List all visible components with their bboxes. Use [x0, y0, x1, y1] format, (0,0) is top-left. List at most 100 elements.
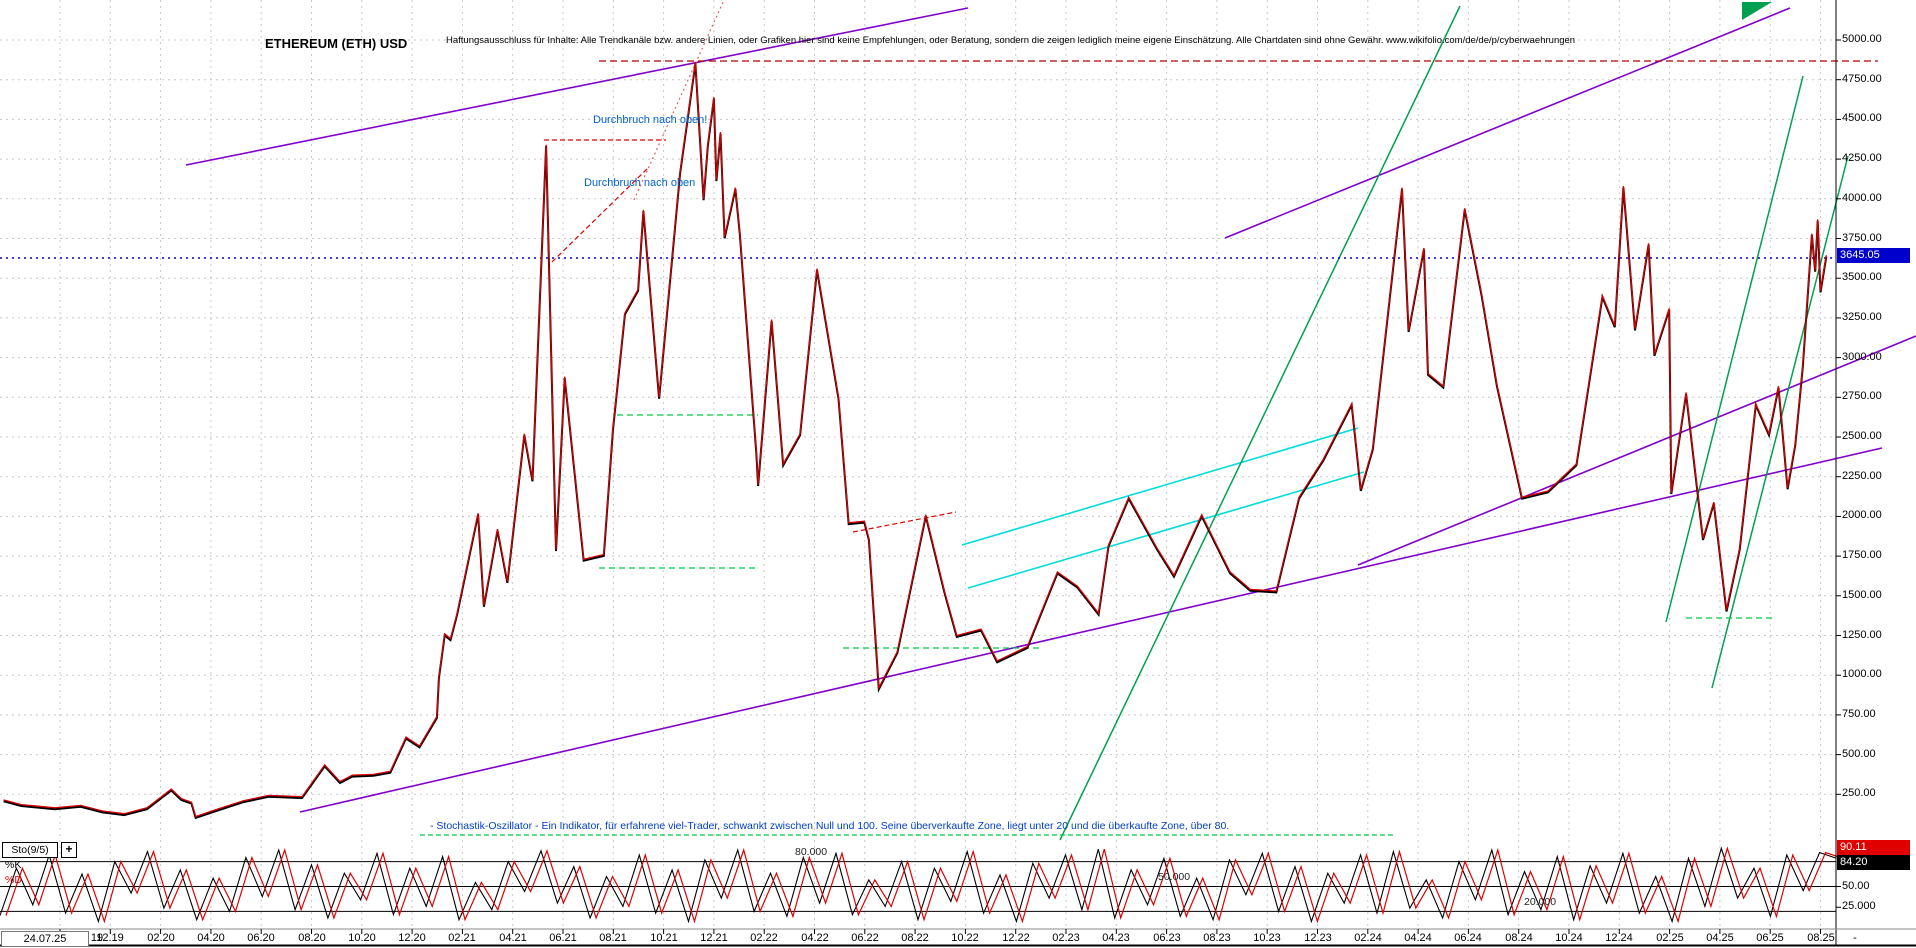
date-tick-label: 02.23	[1052, 932, 1080, 944]
price-axis-label: 2750.00	[1842, 390, 1882, 402]
date-tick-label: 02.21	[448, 932, 476, 944]
stoch-percent-k-tag: 84.20	[1837, 855, 1910, 870]
stoch-axis-label: 50.00	[1842, 880, 1870, 892]
date-tick-label: 12.23	[1304, 932, 1332, 944]
date-tick-label: 12.21	[700, 932, 728, 944]
price-axis-label: 4250.00	[1842, 152, 1882, 164]
date-tick-label: 12.20	[398, 932, 426, 944]
disclaimer-text: Haftungsausschluss für Inhalte: Alle Tre…	[446, 35, 1576, 46]
price-axis-label: 4500.00	[1842, 112, 1882, 124]
price-path	[3, 63, 1828, 820]
price-axis-label: 1500.00	[1842, 589, 1882, 601]
date-tick-label: 02.25	[1656, 932, 1684, 944]
purple-support-long	[299, 447, 1883, 813]
date-tick-label: 08.22	[901, 932, 929, 944]
red-dotted-steep	[633, 0, 725, 201]
date-tick-label: 10.24	[1555, 932, 1583, 944]
annotation-breakout-up-1: Durchbruch nach oben!	[593, 114, 708, 126]
date-tick-label: 04.21	[499, 932, 527, 944]
purple-channel-right	[1224, 7, 1791, 239]
date-tick-label: 04.24	[1404, 932, 1432, 944]
date-tick-label: 08.21	[599, 932, 627, 944]
stoch-path	[0, 846, 1837, 924]
date-tick-label: 04.22	[801, 932, 829, 944]
green-channel-right-upper	[1665, 75, 1804, 623]
trend-lines	[0, 0, 1916, 841]
add-indicator-button[interactable]: +	[61, 842, 77, 858]
price-axis-label: 3000.00	[1842, 351, 1882, 363]
date-tick-label: 19	[90, 932, 104, 944]
price-axis-label: 3500.00	[1842, 271, 1882, 283]
date-tick-label: 04.25	[1706, 932, 1734, 944]
stoch-series	[0, 846, 1843, 924]
date-tick-label: 02.24	[1354, 932, 1382, 944]
gridlines	[0, 0, 1836, 929]
current-price-tag: 3645.05	[1837, 248, 1910, 263]
percent-d-label: %D	[5, 874, 22, 886]
start-date-box: 24.07.25	[1, 931, 89, 947]
price-axis-label: 1250.00	[1842, 629, 1882, 641]
green-channel-right-lower	[1711, 155, 1849, 689]
date-tick-label: 02.20	[147, 932, 175, 944]
price-axis-label: 2000.00	[1842, 509, 1882, 521]
stoch-path	[5, 846, 1843, 924]
date-tick-label: 04.20	[197, 932, 225, 944]
indicator-settings-button[interactable]: Sto(9/5)	[2, 842, 58, 858]
purple-support-right	[1357, 335, 1916, 566]
date-tick-label: 12.24	[1605, 932, 1633, 944]
cyan-channel-lower	[967, 471, 1365, 589]
stochastic-description: - Stochastik-Oszillator - Ein Indikator,…	[430, 820, 1230, 832]
chart-title: ETHEREUM (ETH) USD	[265, 36, 408, 51]
date-tick-label: 02.22	[750, 932, 778, 944]
date-tick-label: 06.20	[247, 932, 275, 944]
date-tick-label: 12.19	[96, 932, 124, 944]
price-axis-label: 4750.00	[1842, 73, 1882, 85]
date-tick-label: 10.20	[348, 932, 376, 944]
green-triangle-marker	[1742, 2, 1772, 20]
date-tick-label: 10.21	[650, 932, 678, 944]
price-axis-label: 2500.00	[1842, 430, 1882, 442]
price-axis-label: 4000.00	[1842, 192, 1882, 204]
date-tick-label: 08.25	[1807, 932, 1835, 944]
red-segment-2022	[852, 511, 957, 533]
date-tick-label: 06.21	[549, 932, 577, 944]
date-tick-label: 04.23	[1102, 932, 1130, 944]
price-axis-label: 5000.00	[1842, 33, 1882, 45]
price-axis-label: 3750.00	[1842, 232, 1882, 244]
date-tick-label: 06.23	[1153, 932, 1181, 944]
cyan-channel-upper	[961, 427, 1359, 546]
date-tick-label: 06.22	[851, 932, 879, 944]
stoch-level-20-label: 20.000	[1524, 896, 1557, 908]
percent-k-label: %K	[5, 859, 22, 871]
stoch-level-50-label: 50.000	[1158, 871, 1191, 883]
price-axis-label: 2250.00	[1842, 470, 1882, 482]
purple-channel-upper-left	[185, 7, 969, 166]
stoch-percent-d-tag: 90.11	[1837, 840, 1910, 855]
date-tick-label: 06.24	[1454, 932, 1482, 944]
date-tick-label: 08.23	[1203, 932, 1231, 944]
price-axis-label: 1750.00	[1842, 549, 1882, 561]
annotation-breakout-up-2: Durchbruch nach oben	[584, 177, 696, 189]
red-flag-rising	[551, 167, 649, 263]
price-axis-label: 1000.00	[1842, 668, 1882, 680]
green-diagonal-long	[1059, 5, 1461, 841]
stoch-level-80-label: 80.000	[795, 846, 828, 858]
date-tick-label: 08.20	[298, 932, 326, 944]
date-tick-label: -	[1853, 932, 1857, 944]
price-series	[3, 62, 1828, 820]
date-tick-label: 10.23	[1253, 932, 1281, 944]
price-path	[3, 62, 1827, 818]
price-axis-label: 750.00	[1842, 708, 1876, 720]
stoch-level-lines	[0, 861, 1836, 912]
price-axis-label: 250.00	[1842, 787, 1876, 799]
date-tick-label: 12.22	[1002, 932, 1030, 944]
price-axis-label: 500.00	[1842, 748, 1876, 760]
date-tick-label: 06.25	[1756, 932, 1784, 944]
date-tick-label: 08.24	[1505, 932, 1533, 944]
date-tick-label: 10.22	[951, 932, 979, 944]
price-axis-label: 3250.00	[1842, 311, 1882, 323]
stoch-axis-label: 25.000	[1842, 900, 1876, 912]
